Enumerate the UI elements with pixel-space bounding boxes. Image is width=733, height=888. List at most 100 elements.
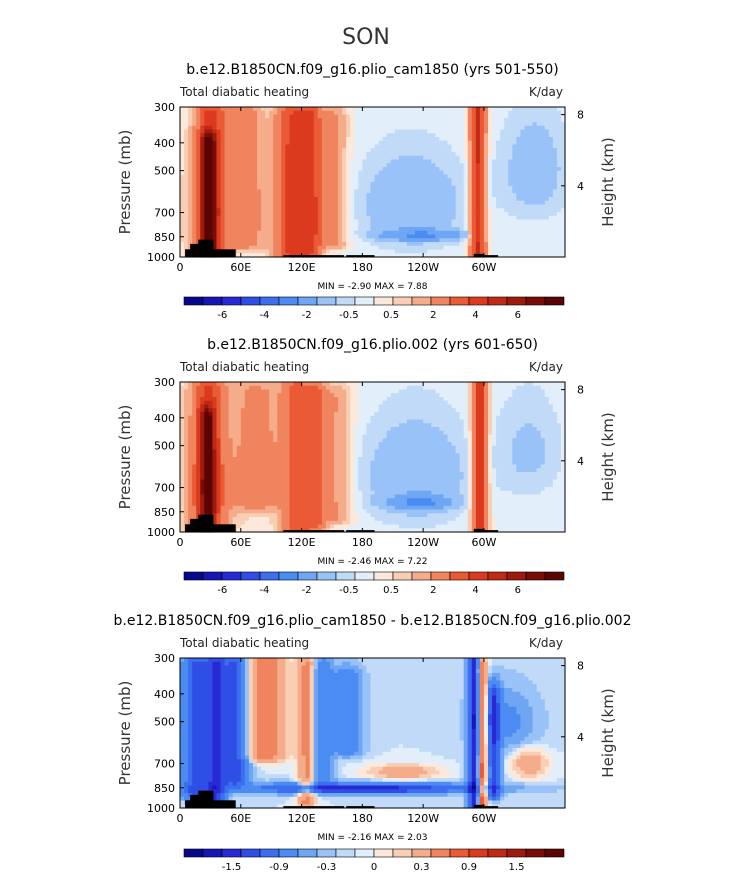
heatmap-cell — [313, 204, 319, 209]
heatmap-cell — [540, 412, 546, 417]
heatmap-cell — [334, 234, 339, 239]
heatmap-cell — [402, 242, 408, 247]
heatmap-cell — [261, 389, 266, 394]
heatmap-cell — [431, 253, 436, 258]
heatmap-cell — [475, 404, 481, 409]
heatmap-cell — [184, 204, 189, 209]
heatmap-cell — [520, 107, 526, 112]
heatmap-cell — [342, 404, 347, 409]
heatmap-cell — [212, 227, 218, 232]
heatmap-cell — [443, 129, 449, 134]
heatmap-cell — [370, 163, 376, 168]
heatmap-cell — [354, 148, 359, 153]
heatmap-cell — [447, 140, 453, 146]
heatmap-cell — [216, 148, 222, 153]
heatmap-cell — [216, 155, 222, 161]
heatmap-cell — [516, 182, 522, 187]
heatmap-cell — [200, 234, 205, 239]
heatmap-cell — [321, 412, 327, 417]
heatmap-cell — [532, 208, 538, 213]
heatmap-cell — [459, 110, 465, 116]
heatmap-cell — [236, 230, 242, 236]
heatmap-cell — [419, 212, 424, 217]
heatmap-cell — [208, 170, 214, 176]
heatmap-cell — [313, 242, 319, 247]
heatmap-cell — [479, 193, 485, 198]
heatmap-cell — [443, 189, 449, 194]
heatmap-cell — [512, 125, 517, 131]
heatmap-cell — [431, 200, 436, 206]
heatmap-cell — [269, 140, 274, 146]
heatmap-cell — [196, 159, 201, 164]
heatmap-cell — [309, 189, 315, 194]
heatmap-cell — [216, 163, 222, 168]
heatmap-cell — [338, 230, 343, 236]
heatmap-cell — [252, 219, 258, 224]
heatmap-cell — [216, 189, 222, 194]
heatmap-cell — [224, 163, 230, 168]
heatmap-cell — [208, 389, 214, 394]
heatmap-cell — [212, 148, 218, 153]
heatmap-cell — [317, 208, 323, 213]
heatmap-cell — [232, 382, 238, 387]
heatmap-cell — [232, 197, 238, 202]
heatmap-cell — [273, 182, 278, 187]
heatmap-cell — [390, 245, 396, 251]
heatmap-cell — [200, 125, 205, 131]
heatmap-cell — [301, 144, 307, 149]
heatmap-cell — [556, 253, 562, 258]
heatmap-cell — [362, 215, 368, 221]
heatmap-cell — [427, 114, 432, 119]
heatmap-cell — [188, 155, 193, 161]
heatmap-cell — [475, 178, 481, 183]
heatmap-cell — [451, 163, 457, 168]
heatmap-cell — [394, 159, 400, 164]
colorbar-swatch — [468, 296, 489, 306]
heatmap-cell — [415, 137, 420, 142]
heatmap-cell — [402, 419, 408, 424]
heatmap-cell — [301, 200, 307, 206]
heatmap-cell — [350, 408, 355, 413]
heatmap-cell — [492, 118, 497, 123]
heatmap-cell — [439, 215, 445, 221]
heatmap-cell — [321, 408, 327, 413]
heatmap-cell — [216, 415, 222, 421]
heatmap-cell — [492, 227, 497, 232]
heatmap-cell — [342, 408, 347, 413]
heatmap-cell — [188, 197, 193, 202]
heatmap-cell — [382, 382, 388, 387]
heatmap-cell — [528, 197, 534, 202]
heatmap-cell — [261, 238, 266, 243]
heatmap-cell — [350, 208, 355, 213]
heatmap-cell — [496, 170, 501, 176]
heatmap-cell — [220, 382, 226, 387]
heatmap-cell — [204, 133, 209, 138]
heatmap-cell — [321, 159, 327, 164]
heatmap-cell — [378, 227, 384, 232]
heatmap-cell — [524, 170, 530, 176]
heatmap-cell — [548, 200, 554, 206]
heatmap-cell — [342, 125, 347, 131]
heatmap-cell — [334, 242, 339, 247]
heatmap-cell — [520, 245, 526, 251]
heatmap-cell — [504, 253, 509, 258]
heatmap-cell — [447, 137, 453, 142]
heatmap-cell — [362, 144, 368, 149]
heatmap-cell — [252, 393, 258, 398]
heatmap-cell — [378, 137, 384, 142]
heatmap-cell — [289, 234, 295, 239]
heatmap-cell — [212, 133, 218, 138]
heatmap-cell — [297, 415, 303, 421]
heatmap-cell — [236, 129, 242, 134]
heatmap-cell — [560, 167, 566, 172]
heatmap-cell — [240, 114, 246, 119]
heatmap-cell — [439, 245, 445, 251]
heatmap-cell — [512, 215, 517, 221]
heatmap-cell — [459, 208, 465, 213]
heatmap-cell — [240, 227, 246, 232]
heatmap-cell — [471, 227, 477, 232]
heatmap-cell — [512, 182, 517, 187]
heatmap-cell — [560, 133, 566, 138]
heatmap-cell — [455, 404, 461, 409]
heatmap-cell — [544, 159, 550, 164]
